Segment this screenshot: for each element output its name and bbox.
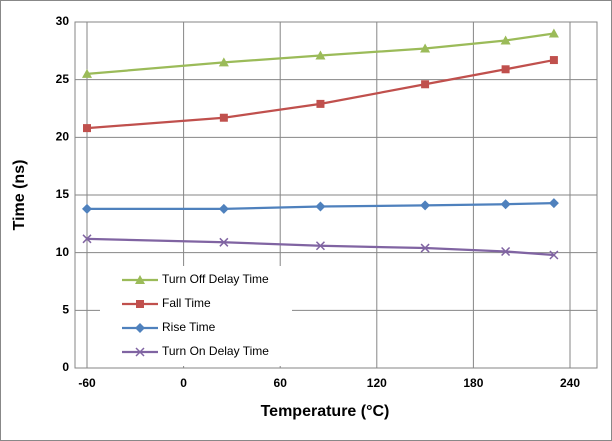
x-tick-label: 240 bbox=[560, 376, 580, 390]
legend-label: Turn Off Delay Time bbox=[162, 272, 269, 286]
marker bbox=[219, 113, 228, 122]
legend: Turn Off Delay Time Fall Time Rise Time Tur… bbox=[100, 266, 292, 366]
x-tick-label: -60 bbox=[78, 376, 96, 390]
marker bbox=[219, 237, 229, 247]
marker bbox=[218, 57, 229, 67]
y-tick-label: 5 bbox=[62, 303, 69, 317]
y-tick-label: 15 bbox=[56, 187, 70, 201]
series-line bbox=[86, 58, 555, 130]
x-tick-label: 120 bbox=[367, 376, 387, 390]
marker bbox=[548, 198, 559, 209]
marker bbox=[315, 50, 326, 60]
marker bbox=[316, 99, 325, 108]
x-axis-title: Temperature (°C) bbox=[261, 403, 390, 420]
marker bbox=[218, 203, 229, 214]
marker bbox=[420, 243, 430, 253]
marker bbox=[135, 347, 145, 357]
y-tick-label: 30 bbox=[56, 14, 70, 28]
y-axis-title: Time (ns) bbox=[11, 160, 28, 231]
y-tick-label: 25 bbox=[56, 72, 70, 86]
marker bbox=[420, 43, 431, 53]
y-tick-label: 10 bbox=[56, 245, 70, 259]
legend-label: Fall Time bbox=[162, 296, 211, 310]
series-line bbox=[86, 237, 554, 257]
marker bbox=[501, 65, 510, 74]
legend-label: Turn On Delay Time bbox=[162, 344, 269, 358]
marker bbox=[135, 275, 145, 284]
marker bbox=[82, 203, 92, 214]
marker bbox=[500, 35, 511, 45]
legend-box bbox=[100, 266, 292, 366]
marker bbox=[315, 241, 325, 251]
marker bbox=[82, 68, 92, 78]
legend-label: Rise Time bbox=[162, 320, 216, 334]
series-line bbox=[86, 32, 555, 76]
marker bbox=[135, 323, 145, 333]
marker bbox=[500, 199, 511, 210]
series-line bbox=[87, 201, 554, 210]
marker bbox=[549, 250, 559, 260]
marker bbox=[548, 28, 559, 38]
marker bbox=[421, 80, 430, 89]
y-tick-label: 20 bbox=[56, 130, 70, 144]
y-tick-label: 0 bbox=[62, 360, 69, 374]
x-tick-label: 0 bbox=[180, 376, 187, 390]
marker bbox=[136, 300, 144, 308]
x-tick-label: 180 bbox=[463, 376, 483, 390]
marker bbox=[82, 234, 92, 244]
marker bbox=[315, 201, 326, 212]
marker bbox=[501, 246, 511, 257]
marker bbox=[420, 200, 431, 211]
marker bbox=[549, 56, 558, 65]
x-tick-label: 60 bbox=[274, 376, 288, 390]
marker bbox=[83, 124, 91, 133]
